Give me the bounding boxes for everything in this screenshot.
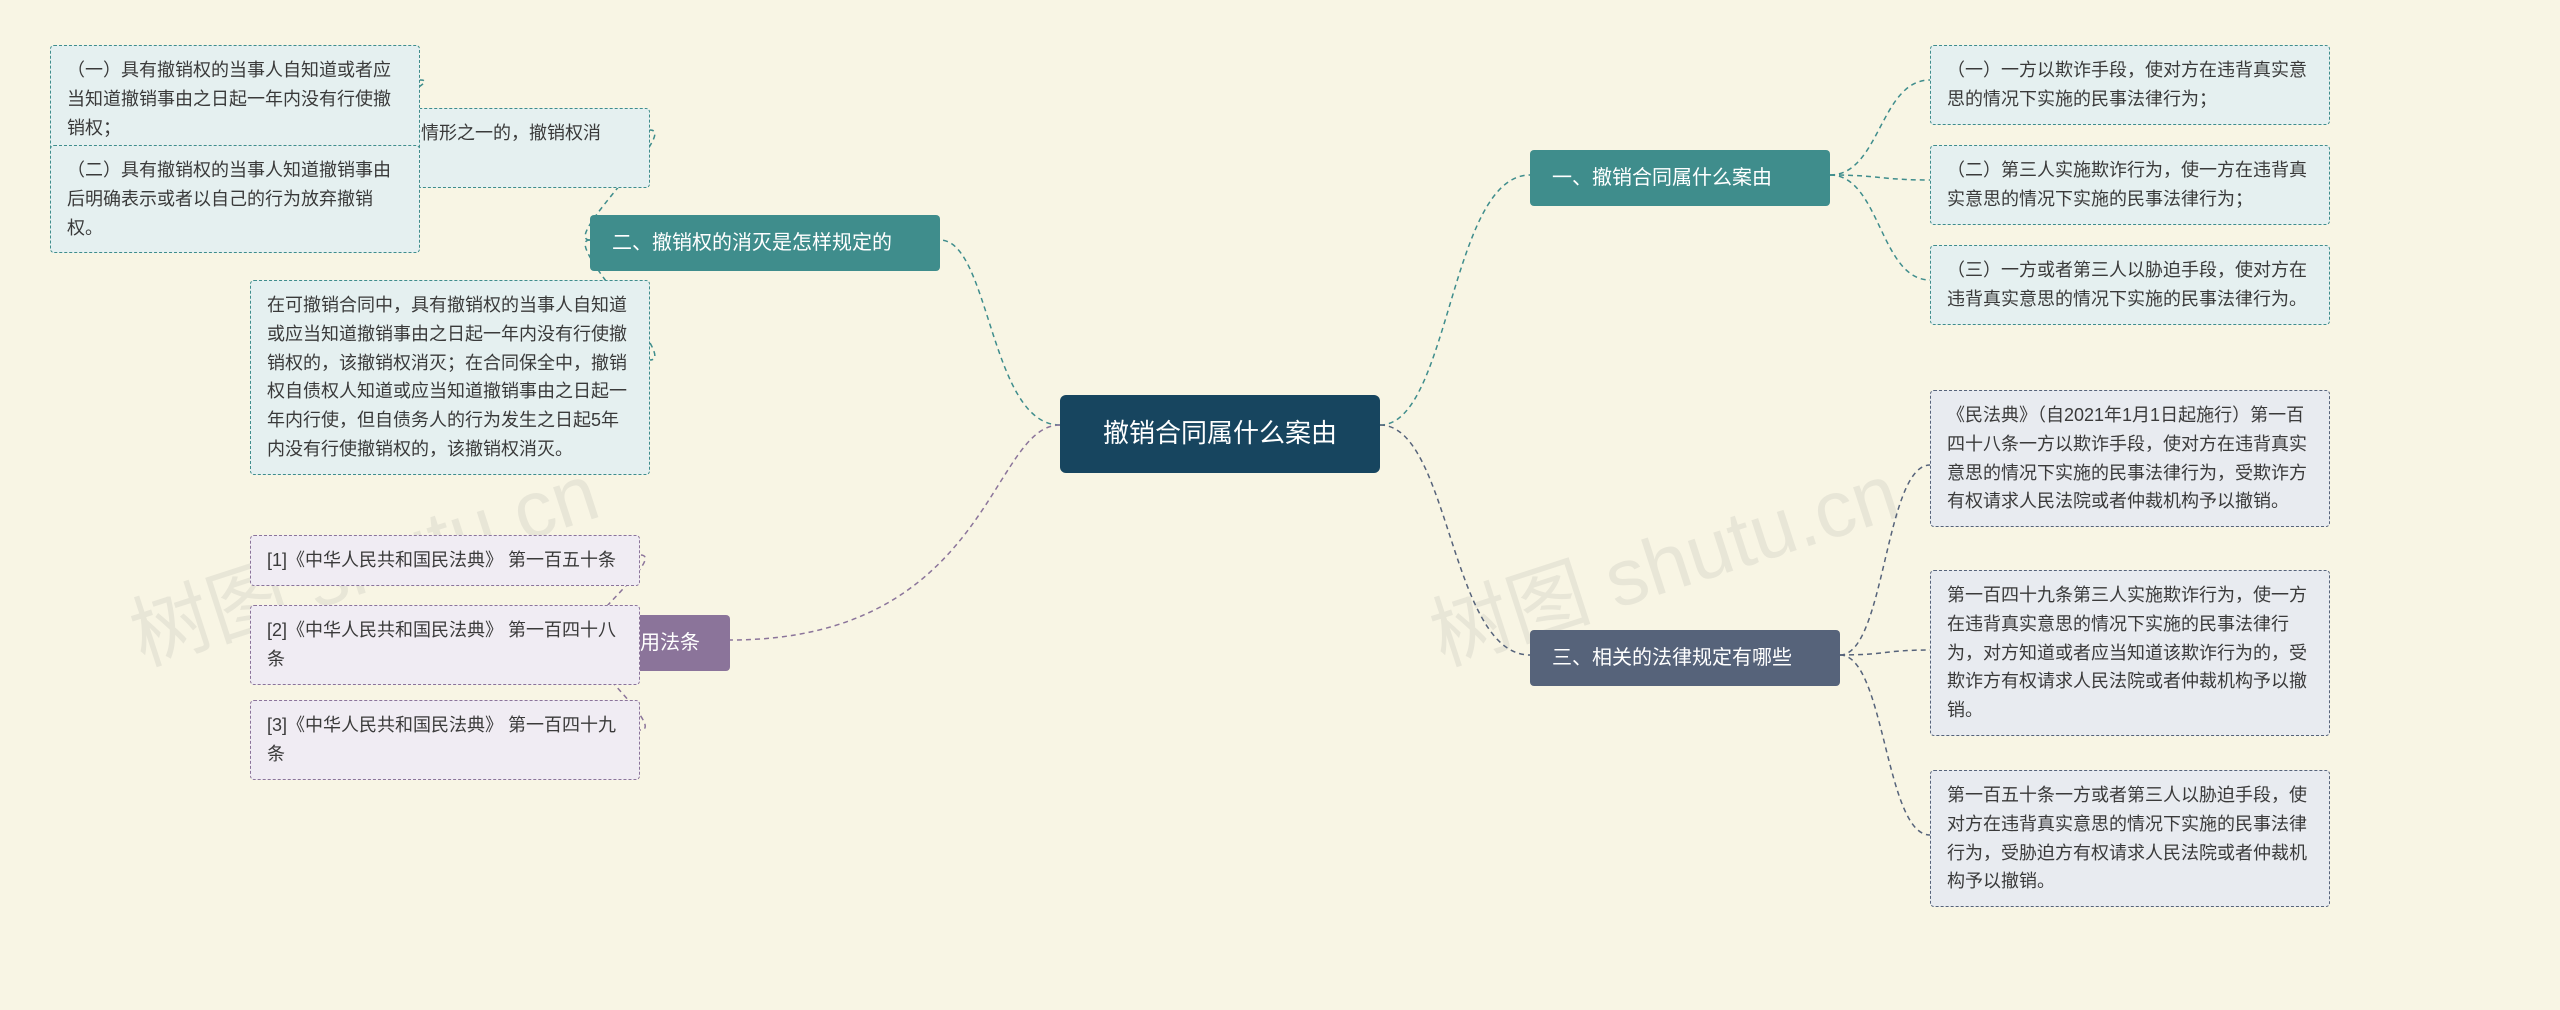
branch-3-leaf-3: 第一百五十条一方或者第三人以胁迫手段，使对方在违背真实意思的情况下实施的民事法律…	[1930, 770, 2330, 907]
branch-2-leaf-1: 在可撤销合同中，具有撤销权的当事人自知道或应当知道撤销事由之日起一年内没有行使撤…	[250, 280, 650, 475]
branch-3-leaf-1: 《民法典》（自2021年1月1日起施行）第一百四十八条一方以欺诈手段，使对方在违…	[1930, 390, 2330, 527]
branch-4-leaf-3: [3]《中华人民共和国民法典》 第一百四十九条	[250, 700, 640, 780]
branch-1-leaf-1: （一）一方以欺诈手段，使对方在违背真实意思的情况下实施的民事法律行为；	[1930, 45, 2330, 125]
branch-1-leaf-2: （二）第三人实施欺诈行为，使一方在违背真实意思的情况下实施的民事法律行为；	[1930, 145, 2330, 225]
branch-2-title[interactable]: 二、撤销权的消灭是怎样规定的	[590, 215, 940, 271]
branch-2-sub-leaf-1: （一）具有撤销权的当事人自知道或者应当知道撤销事由之日起一年内没有行使撤销权；	[50, 45, 420, 153]
center-node[interactable]: 撤销合同属什么案由	[1060, 395, 1380, 473]
branch-3-leaf-2: 第一百四十九条第三人实施欺诈行为，使一方在违背真实意思的情况下实施的民事法律行为…	[1930, 570, 2330, 736]
branch-3-title[interactable]: 三、相关的法律规定有哪些	[1530, 630, 1840, 686]
branch-4-leaf-1: [1]《中华人民共和国民法典》 第一百五十条	[250, 535, 640, 586]
branch-2-sub-leaf-2: （二）具有撤销权的当事人知道撤销事由后明确表示或者以自己的行为放弃撤销权。	[50, 145, 420, 253]
branch-1-leaf-3: （三）一方或者第三人以胁迫手段，使对方在违背真实意思的情况下实施的民事法律行为。	[1930, 245, 2330, 325]
branch-1-title[interactable]: 一、撤销合同属什么案由	[1530, 150, 1830, 206]
branch-4-leaf-2: [2]《中华人民共和国民法典》 第一百四十八条	[250, 605, 640, 685]
